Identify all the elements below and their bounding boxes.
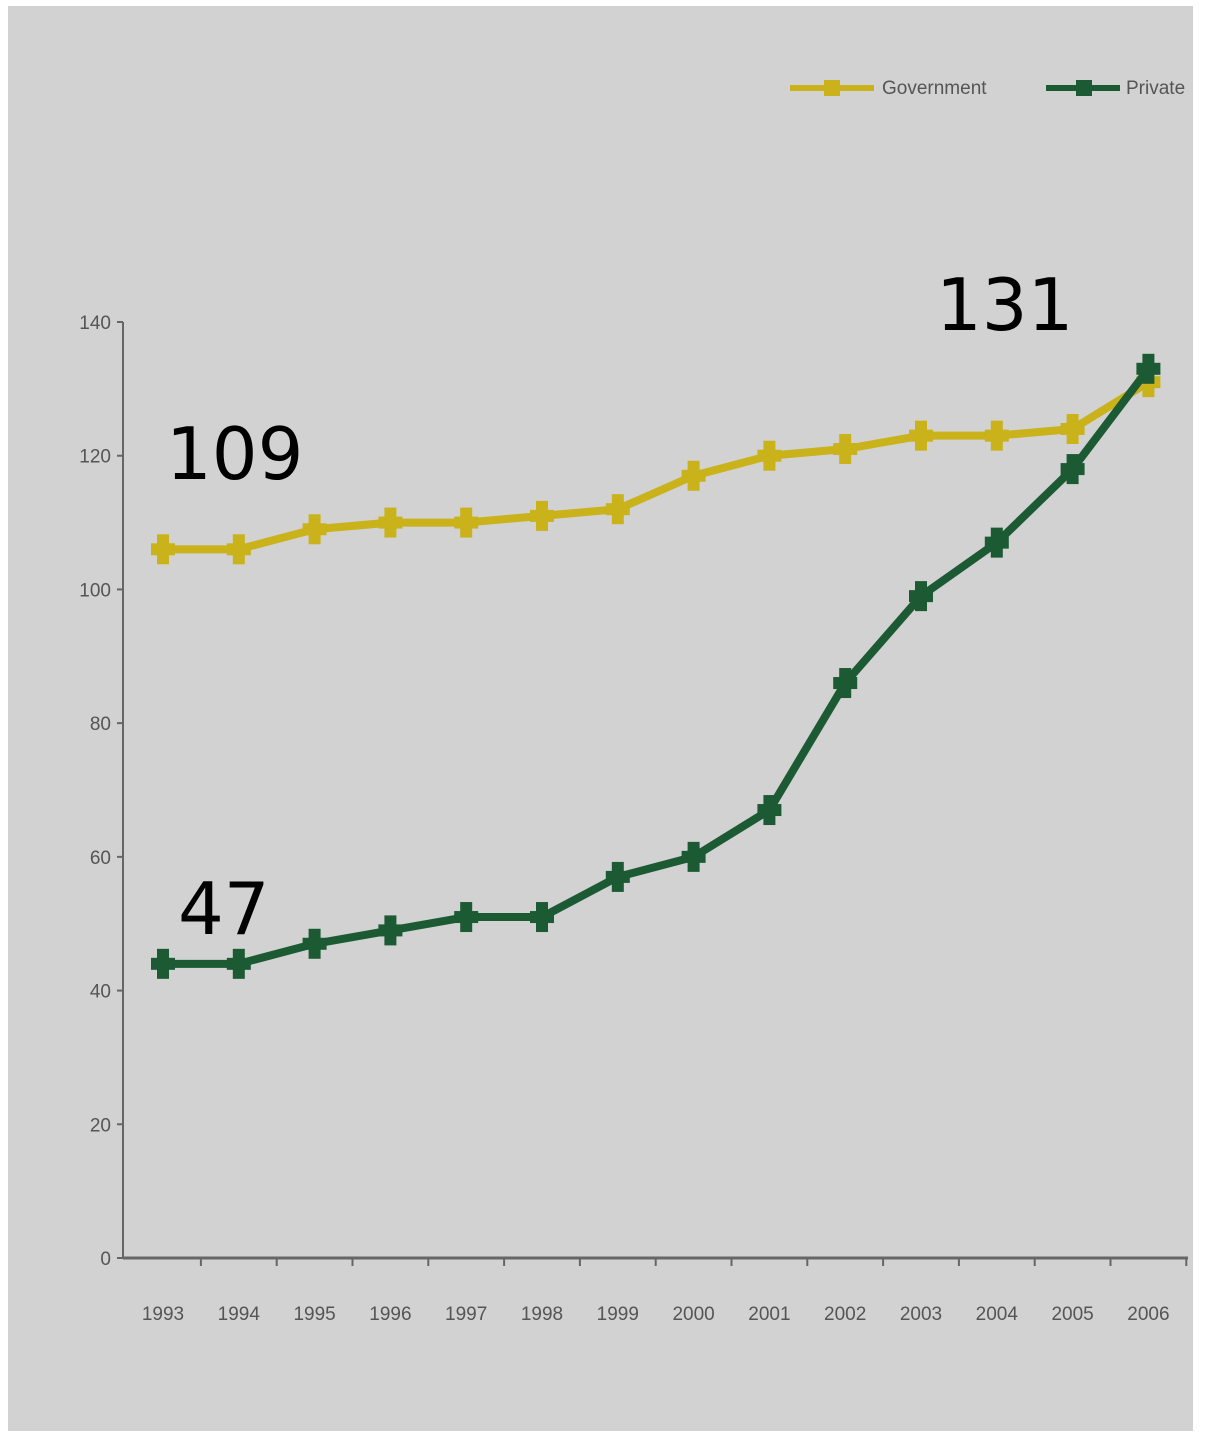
- data-point-private[interactable]: [302, 928, 327, 959]
- x-tick-label: 2002: [824, 1304, 866, 1325]
- x-tick-label: 2005: [1051, 1304, 1093, 1325]
- x-tick-label: 2004: [976, 1304, 1019, 1325]
- data-point-government[interactable]: [151, 534, 175, 565]
- data-point-government[interactable]: [454, 507, 479, 538]
- legend: Government Private: [790, 78, 1185, 99]
- data-point-private[interactable]: [454, 902, 479, 933]
- data-point-government[interactable]: [226, 534, 251, 565]
- legend-label-government: Government: [882, 78, 987, 99]
- data-point-government[interactable]: [378, 507, 403, 538]
- data-point-private[interactable]: [151, 948, 175, 979]
- y-tick-label: 60: [90, 848, 111, 869]
- annotation-private-start: 47: [178, 867, 270, 951]
- y-tick-label: 120: [79, 447, 111, 468]
- annotations: 109 47 131: [166, 263, 1073, 951]
- data-point-government[interactable]: [681, 460, 706, 491]
- data-point-private[interactable]: [833, 668, 858, 699]
- series-line-government: [163, 378, 1151, 554]
- legend-label-private: Private: [1126, 78, 1185, 99]
- legend-item-private[interactable]: Private: [1046, 78, 1185, 99]
- data-point-government[interactable]: [909, 420, 933, 451]
- data-point-government[interactable]: [1060, 413, 1085, 444]
- x-tick-label: 1995: [293, 1304, 335, 1325]
- data-point-government[interactable]: [605, 494, 630, 525]
- y-tick-label: 0: [100, 1249, 111, 1270]
- data-point-private[interactable]: [1060, 454, 1085, 485]
- annotation-government-start: 109: [166, 412, 303, 496]
- data-point-private[interactable]: [984, 527, 1009, 558]
- x-tick-label: 1993: [142, 1304, 184, 1325]
- data-point-private[interactable]: [530, 902, 554, 933]
- legend-item-government[interactable]: Government: [790, 78, 987, 99]
- x-tick-label: 2001: [748, 1304, 790, 1325]
- y-tick-label: 40: [90, 982, 111, 1003]
- data-point-private[interactable]: [605, 861, 630, 892]
- data-point-government[interactable]: [833, 434, 858, 465]
- data-point-government[interactable]: [757, 440, 782, 471]
- y-axis: 0 20 40 60 80 100 120 140: [79, 313, 124, 1270]
- data-point-government[interactable]: [984, 420, 1009, 451]
- data-point-private[interactable]: [378, 915, 403, 946]
- series-layer: [151, 353, 1161, 979]
- y-tick-label: 80: [90, 714, 111, 735]
- y-tick-label: 20: [90, 1115, 111, 1136]
- x-axis: 1993 1994 1995 1996 1997 1998 1999 2000 2001 2002…: [123, 1256, 1188, 1325]
- data-point-private[interactable]: [1136, 353, 1161, 384]
- data-point-private[interactable]: [757, 795, 782, 826]
- y-tick-label: 140: [79, 313, 111, 334]
- x-tick-label: 2003: [900, 1304, 942, 1325]
- data-point-government[interactable]: [530, 500, 554, 531]
- annotation-government-end: 131: [936, 263, 1073, 347]
- data-point-government[interactable]: [302, 514, 327, 545]
- data-point-private[interactable]: [681, 841, 706, 872]
- x-tick-label: 2000: [672, 1304, 714, 1325]
- chart-frame: Government Private 0 20 40 60 80 100 120 140 19…: [8, 6, 1193, 1431]
- series-line-private: [163, 366, 1152, 968]
- x-tick-label: 2006: [1127, 1304, 1169, 1325]
- data-point-private[interactable]: [909, 581, 933, 612]
- x-tick-label: 1996: [369, 1304, 411, 1325]
- x-tick-label: 1998: [521, 1304, 563, 1325]
- x-tick-label: 1994: [218, 1304, 261, 1325]
- data-point-private[interactable]: [226, 948, 251, 979]
- line-chart: Government Private 0 20 40 60 80 100 120 140 19…: [79, 78, 1188, 1325]
- x-tick-label: 1999: [597, 1304, 639, 1325]
- y-tick-label: 100: [79, 580, 111, 601]
- x-tick-label: 1997: [445, 1304, 487, 1325]
